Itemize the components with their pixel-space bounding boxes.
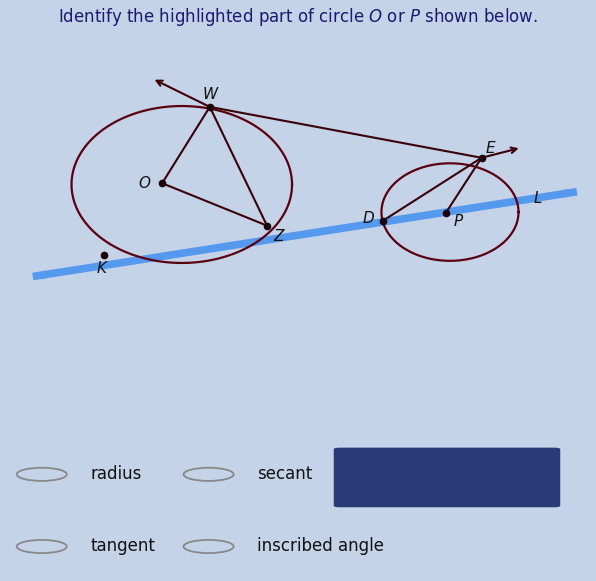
Text: inscribed angle: inscribed angle — [257, 537, 384, 555]
Text: W: W — [202, 87, 218, 102]
Text: D: D — [362, 211, 374, 226]
Text: Submit Answer: Submit Answer — [388, 471, 506, 485]
Text: tangent: tangent — [91, 537, 156, 555]
Text: L: L — [534, 191, 542, 206]
FancyBboxPatch shape — [334, 447, 560, 507]
Text: secant: secant — [257, 465, 313, 483]
Text: radius: radius — [91, 465, 142, 483]
Text: P: P — [453, 214, 462, 229]
Text: O: O — [138, 175, 150, 191]
Text: Identify the highlighted part of circle $O$ or $P$ shown below.: Identify the highlighted part of circle … — [58, 6, 538, 28]
Text: Z: Z — [274, 229, 284, 244]
Text: E: E — [486, 141, 495, 156]
Text: K: K — [97, 260, 106, 275]
